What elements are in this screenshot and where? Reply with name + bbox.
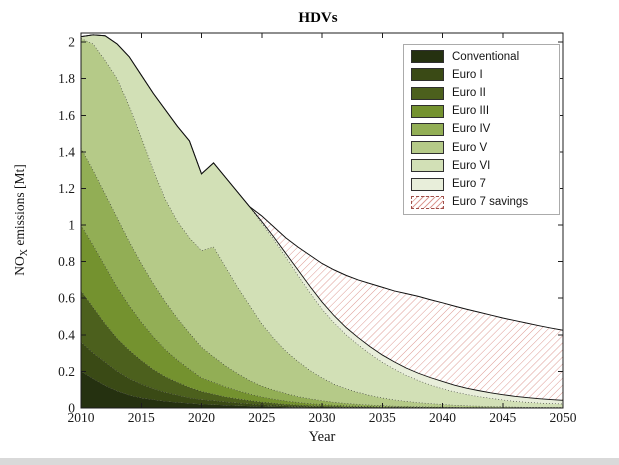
legend: Conventional Euro I Euro II Euro III Euro IV… [403, 44, 560, 215]
y-tick-label: 0.6 [58, 291, 75, 306]
legend-label: Conventional [452, 50, 520, 63]
x-tick-label: 2020 [188, 410, 215, 425]
legend-label: Euro 7 [452, 178, 486, 190]
y-tick-label: 0.4 [58, 327, 75, 342]
x-tick-label: 2050 [550, 410, 577, 425]
area-conventional [81, 371, 563, 408]
legend-item: Euro I [411, 66, 559, 83]
x-tick-label: 2030 [309, 410, 336, 425]
y-axis-label: NOX emissions [Mt] [12, 164, 30, 276]
y-axis-label-subscript: X [19, 249, 30, 257]
y-tick-label: 1 [68, 218, 75, 233]
euro-7-savings-area [249, 206, 563, 401]
y-tick-label: 0 [68, 401, 75, 416]
chart-title: HDVs [298, 10, 338, 26]
legend-swatch-euro-7 [411, 177, 444, 191]
x-tick-label: 2035 [369, 410, 396, 425]
x-tick-label: 2015 [128, 410, 155, 425]
legend-item: Euro VI [411, 157, 559, 174]
boundary-euro-vi [80, 34, 564, 405]
x-tick-label: 2010 [68, 410, 95, 425]
window-edge-strip [0, 458, 619, 465]
y-tick-label: 1.6 [58, 108, 75, 123]
legend-swatch-euro-7-savings [411, 195, 444, 209]
legend-label: Euro II [452, 87, 486, 100]
y-tick-label: 0.8 [58, 254, 75, 269]
x-tick-label: 2045 [489, 410, 516, 425]
legend-item: Euro IV [411, 121, 559, 138]
y-axis-label-suffix: emissions [Mt] [12, 164, 27, 250]
legend-label: Euro 7 savings [452, 196, 529, 209]
legend-swatch-euro-vi [411, 159, 444, 173]
x-tick-label: 2040 [429, 410, 456, 425]
legend-label: Euro III [452, 105, 490, 118]
legend-item: Euro V [411, 139, 559, 156]
legend-item: Euro 7 [411, 176, 559, 193]
legend-label: Euro IV [452, 123, 491, 136]
y-tick-label: 0.2 [58, 364, 75, 379]
legend-swatch-euro-ii [411, 86, 444, 100]
legend-item: Euro II [411, 85, 559, 102]
y-tick-label: 1.8 [58, 71, 75, 86]
y-tick-label: 2 [68, 35, 75, 50]
legend-swatch-euro-i [411, 68, 444, 82]
boundary-euro-iii [80, 224, 563, 409]
legend-swatch-conventional [411, 50, 444, 64]
legend-swatch-euro-iii [411, 104, 444, 118]
x-axis-label: Year [308, 429, 336, 445]
baseline-without-euro7-line [80, 34, 564, 331]
y-axis-label-prefix: NO [12, 256, 27, 276]
legend-label: Euro VI [452, 159, 491, 172]
legend-item: Conventional [411, 48, 559, 65]
y-tick-label: 1.4 [58, 144, 75, 159]
x-tick-label: 2025 [248, 410, 275, 425]
legend-swatch-euro-v [411, 141, 444, 155]
legend-label: Euro I [452, 68, 483, 81]
legend-label: Euro V [452, 141, 488, 154]
legend-swatch-euro-iv [411, 122, 444, 136]
y-tick-label: 1.2 [58, 181, 75, 196]
area-euro-v [81, 38, 563, 408]
legend-item: Euro III [411, 103, 559, 120]
legend-item: Euro 7 savings [411, 194, 559, 211]
